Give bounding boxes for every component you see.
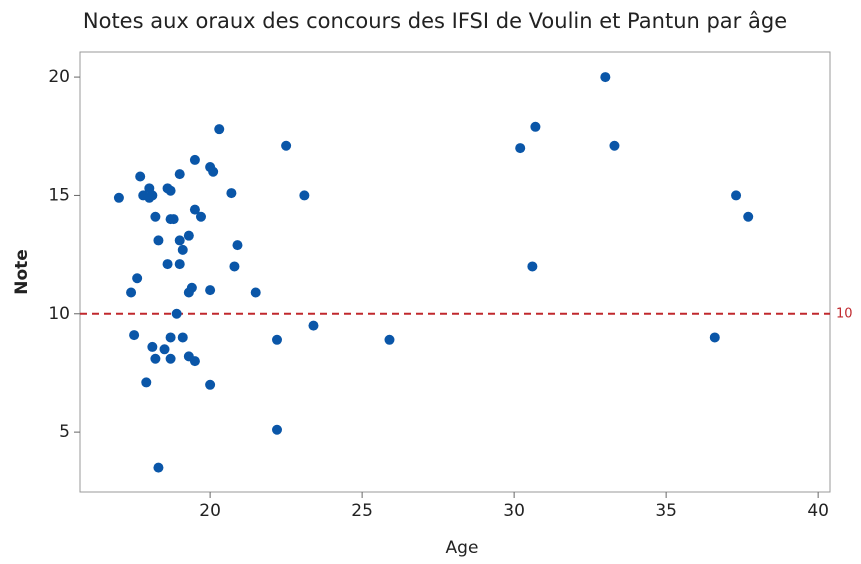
point — [515, 143, 526, 154]
point — [530, 121, 541, 132]
x-tick-label: 20 — [199, 501, 221, 521]
point — [527, 261, 538, 272]
point — [299, 190, 310, 201]
point — [195, 211, 206, 222]
y-axis-label: Note — [12, 249, 32, 295]
point — [177, 332, 188, 343]
point — [150, 211, 161, 222]
point — [272, 424, 283, 435]
point — [165, 353, 176, 364]
point — [165, 185, 176, 196]
point — [183, 230, 194, 241]
point — [226, 188, 237, 199]
point — [150, 353, 161, 364]
reference-label: 10 — [836, 306, 853, 321]
point — [113, 192, 124, 203]
x-tick-label: 30 — [503, 501, 525, 521]
point — [609, 140, 620, 151]
y-tick-label: 5 — [59, 422, 70, 442]
point — [147, 190, 158, 201]
point — [177, 244, 188, 255]
point — [153, 235, 164, 246]
point — [743, 211, 754, 222]
point — [141, 377, 152, 388]
point — [165, 332, 176, 343]
point — [214, 124, 225, 135]
point — [186, 282, 197, 293]
chart-title: Notes aux oraux des concours des IFSI de… — [83, 9, 787, 33]
point — [135, 171, 146, 182]
point — [308, 320, 319, 331]
point — [208, 166, 219, 177]
plot-frame — [79, 51, 831, 493]
point — [709, 332, 720, 343]
point — [159, 344, 170, 355]
point — [174, 169, 185, 180]
point — [168, 214, 179, 225]
point — [272, 334, 283, 345]
x-tick-label: 40 — [807, 501, 829, 521]
point — [189, 204, 200, 215]
point — [126, 287, 137, 298]
x-tick-label: 35 — [655, 501, 677, 521]
point — [229, 261, 240, 272]
point — [189, 154, 200, 165]
point — [132, 273, 143, 284]
point — [205, 285, 216, 296]
x-tick-label: 25 — [351, 501, 373, 521]
point — [171, 308, 182, 319]
point — [174, 259, 185, 270]
point — [189, 356, 200, 367]
point — [205, 379, 216, 390]
y-tick-label: 10 — [48, 304, 70, 324]
point — [731, 190, 742, 201]
point — [147, 341, 158, 352]
point — [174, 235, 185, 246]
y-tick-label: 15 — [48, 185, 70, 205]
point — [384, 334, 395, 345]
point — [281, 140, 292, 151]
point — [129, 330, 140, 341]
point — [250, 287, 261, 298]
point — [153, 462, 164, 473]
x-axis-label: Age — [446, 538, 479, 558]
y-tick-label: 20 — [48, 67, 70, 87]
point — [600, 72, 611, 83]
point — [162, 259, 173, 270]
point — [232, 240, 243, 251]
